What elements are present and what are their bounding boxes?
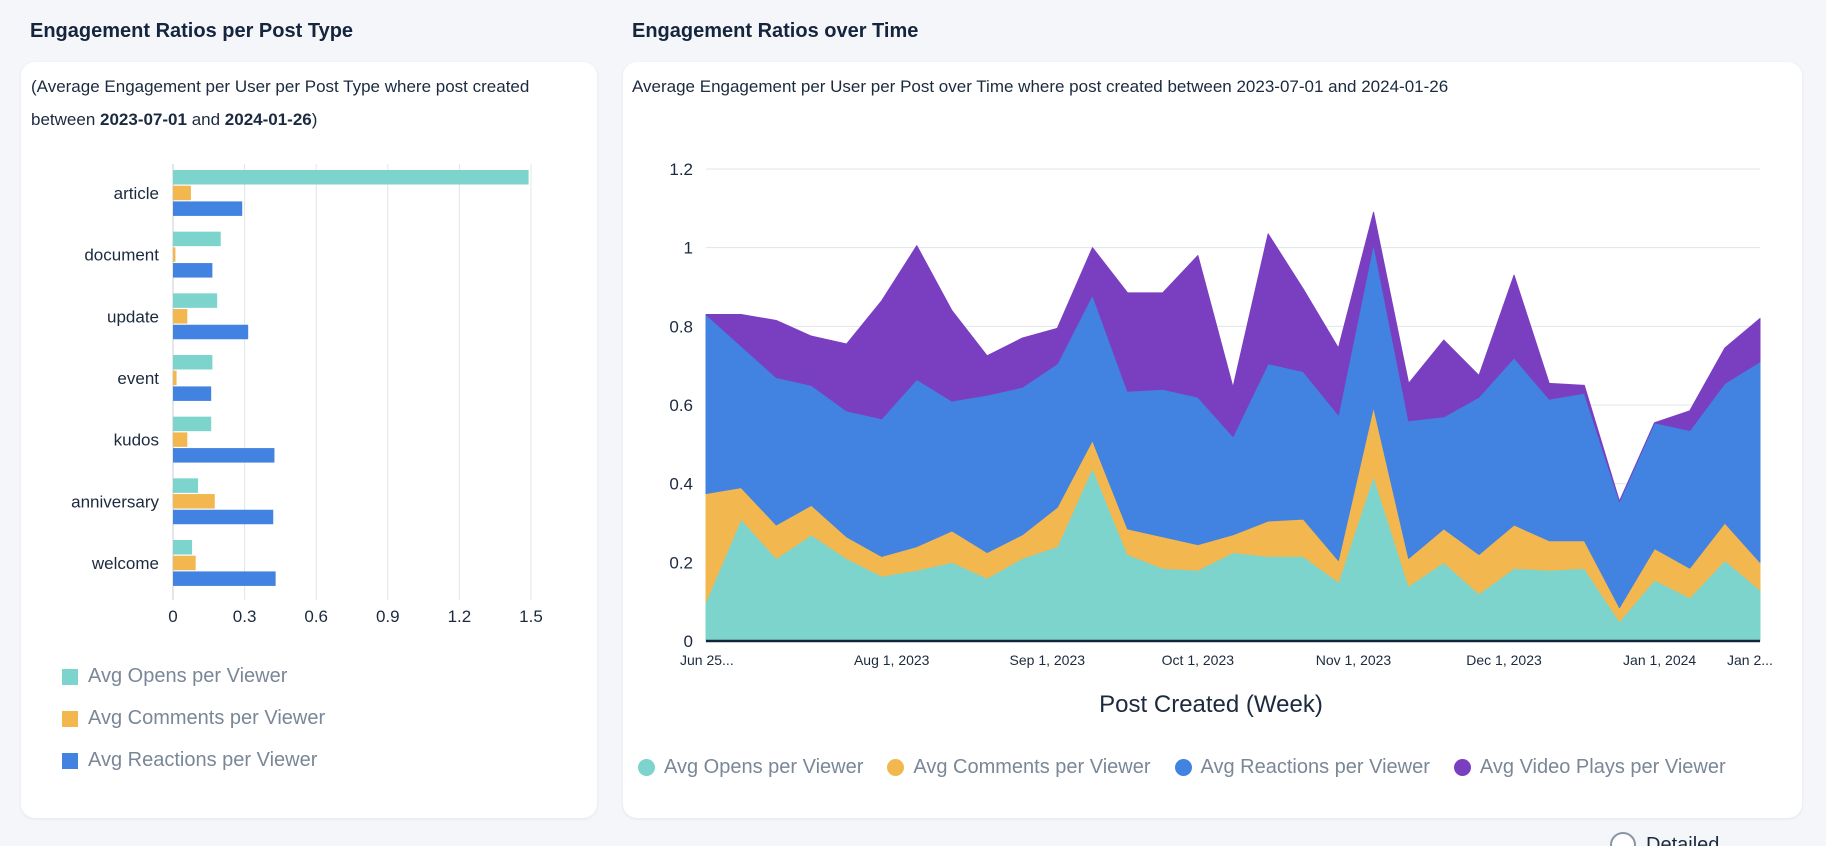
bar-document-avg-reactions-per-viewer[interactable] — [173, 263, 213, 278]
y-tick-label: 0.6 — [669, 396, 693, 415]
x-tick-label: 1.5 — [519, 607, 543, 626]
y-tick-label: 0 — [684, 632, 693, 651]
left-chart-card: (Average Engagement per User per Post Ty… — [21, 62, 597, 818]
bar-welcome-avg-comments-per-viewer[interactable] — [173, 555, 196, 571]
legend-label: Avg Comments per Viewer — [88, 707, 326, 729]
bar-document-avg-opens-per-viewer[interactable] — [173, 231, 221, 247]
y-tick-label: 1 — [684, 239, 693, 258]
legend-item-reactions[interactable]: Avg Reactions per Viewer — [62, 749, 317, 772]
bar-event-avg-comments-per-viewer[interactable] — [173, 370, 177, 386]
radio-icon — [1610, 832, 1636, 846]
legend-item-opens[interactable]: Avg Opens per Viewer — [62, 665, 287, 688]
x-tick-label: Dec 1, 2023 — [1466, 652, 1542, 668]
legend-swatch — [62, 752, 78, 769]
legend-item-opens[interactable]: Avg Opens per Viewer — [638, 756, 863, 779]
x-tick-label: Aug 1, 2023 — [854, 652, 930, 668]
left-panel-title: Engagement Ratios per Post Type — [30, 20, 354, 42]
legend-swatch — [62, 668, 78, 685]
legend-dot — [638, 759, 655, 776]
detailed-toggle-label: Detailed — [1646, 833, 1720, 846]
bar-welcome-avg-opens-per-viewer[interactable] — [173, 540, 193, 555]
legend-item-comments[interactable]: Avg Comments per Viewer — [62, 707, 325, 730]
bar-welcome-avg-reactions-per-viewer[interactable] — [173, 571, 276, 586]
x-tick-label: 0.3 — [233, 607, 257, 626]
legend-dot — [887, 759, 905, 776]
category-label: anniversary — [71, 492, 159, 511]
x-tick-label: Jan 1, 2024 — [1623, 652, 1696, 668]
post-type-bar-chart: article document update event kudos anniversa… — [71, 164, 543, 626]
legend-label: Avg Opens per Viewer — [88, 665, 288, 687]
bar-update-avg-comments-per-viewer[interactable] — [173, 309, 188, 324]
category-label: event — [117, 369, 159, 388]
x-tick-label: Jan 2... — [1727, 652, 1773, 668]
bar-anniversary-avg-opens-per-viewer[interactable] — [173, 478, 199, 493]
category-label: welcome — [91, 554, 159, 573]
y-tick-label: 0.2 — [669, 553, 693, 572]
legend-label: Avg Reactions per Viewer — [88, 749, 318, 771]
x-tick-label: Nov 1, 2023 — [1316, 652, 1392, 668]
left-chart-subtitle: (Average Engagement per User per Post Ty… — [31, 77, 530, 129]
x-tick-label: 0 — [168, 607, 177, 626]
x-tick-label: Sep 1, 2023 — [1010, 652, 1086, 668]
y-tick-label: 0.8 — [669, 317, 693, 336]
legend-item-comments[interactable]: Avg Comments per Viewer — [887, 756, 1151, 779]
bar-article-avg-reactions-per-viewer[interactable] — [173, 201, 243, 216]
bar-anniversary-avg-reactions-per-viewer[interactable] — [173, 509, 274, 525]
bar-event-avg-reactions-per-viewer[interactable] — [173, 386, 212, 401]
x-axis-label: Post Created (Week) — [1099, 691, 1323, 718]
x-tick-label: 0.6 — [304, 607, 328, 626]
category-label: article — [114, 184, 159, 203]
bar-article-avg-comments-per-viewer[interactable] — [173, 185, 191, 201]
x-tick-label: 1.2 — [448, 607, 472, 626]
bar-event-avg-opens-per-viewer[interactable] — [173, 355, 213, 370]
bar-kudos-avg-reactions-per-viewer[interactable] — [173, 448, 275, 463]
legend-dot — [1453, 759, 1471, 776]
subtitle-end-date: 2024-01-26 — [224, 110, 312, 129]
legend-label: Avg Comments per Viewer — [913, 756, 1151, 778]
area-chart-legend: Avg Opens per Viewer Avg Comments per Vi… — [638, 756, 1750, 779]
bar-anniversary-avg-comments-per-viewer[interactable] — [173, 494, 215, 509]
bar-article-avg-opens-per-viewer[interactable] — [173, 170, 529, 185]
x-tick-label: Oct 1, 2023 — [1162, 652, 1235, 668]
right-panel-title: Engagement Ratios over Time — [632, 20, 919, 42]
legend-item-reactions[interactable]: Avg Reactions per Viewer — [1174, 756, 1430, 779]
legend-label: Avg Video Plays per Viewer — [1479, 756, 1726, 778]
bar-update-avg-reactions-per-viewer[interactable] — [173, 324, 249, 340]
area-avg-video-plays-per-viewer[interactable] — [705, 211, 1761, 502]
bar-document-avg-comments-per-viewer[interactable] — [173, 247, 176, 262]
legend-label: Avg Reactions per Viewer — [1200, 756, 1430, 778]
bar-kudos-avg-comments-per-viewer[interactable] — [173, 432, 188, 447]
subtitle-start-date: 2023-07-01 — [100, 110, 187, 129]
bar-update-avg-opens-per-viewer[interactable] — [173, 293, 218, 308]
legend-label: Avg Opens per Viewer — [664, 756, 864, 778]
y-tick-label: 0.4 — [669, 475, 693, 494]
category-label: document — [84, 246, 159, 265]
legend-item-video-plays[interactable]: Avg Video Plays per Viewer — [1453, 756, 1726, 779]
y-tick-label: 1.2 — [669, 160, 693, 179]
category-label: update — [107, 307, 159, 326]
x-tick-label: Jun 25... — [680, 652, 734, 668]
right-chart-subtitle: Average Engagement per User per Post ove… — [632, 77, 1449, 96]
bar-kudos-avg-opens-per-viewer[interactable] — [173, 416, 212, 432]
detailed-toggle[interactable]: Detailed — [1610, 832, 1719, 846]
legend-swatch — [62, 710, 78, 727]
x-tick-label: 0.9 — [376, 607, 400, 626]
legend-dot — [1174, 759, 1192, 776]
category-label: kudos — [114, 431, 159, 450]
